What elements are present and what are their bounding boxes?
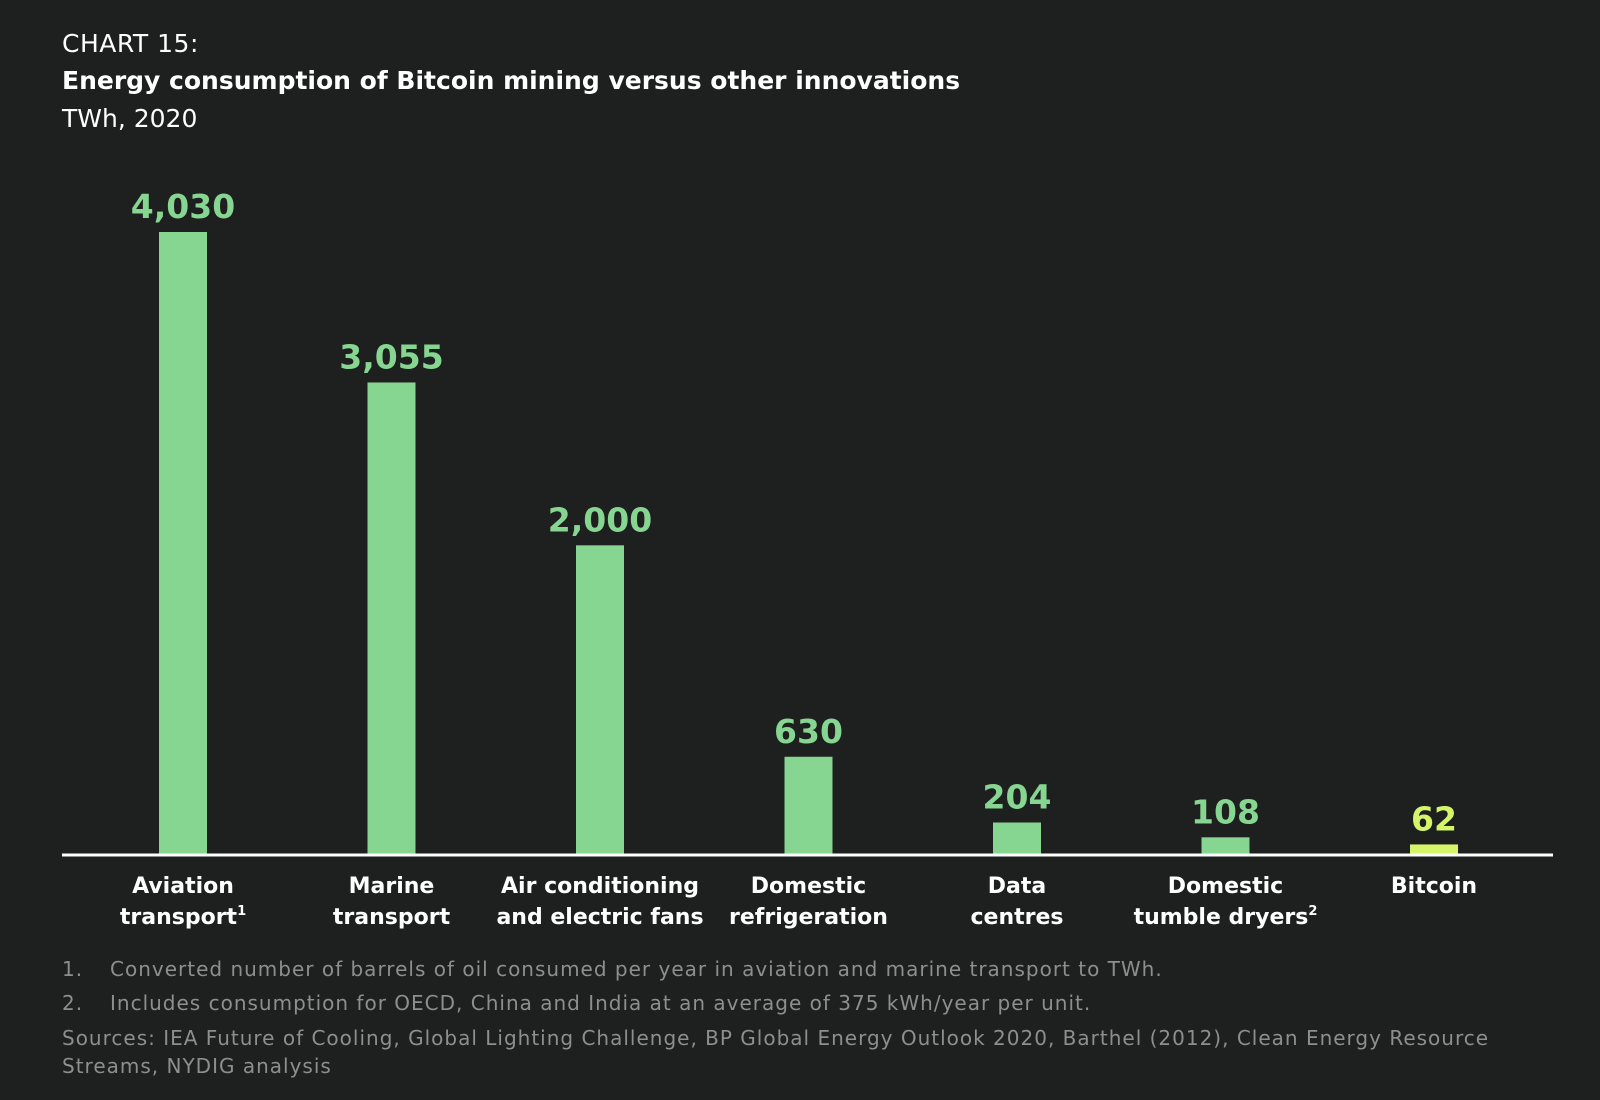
- chart-title: Energy consumption of Bitcoin mining ver…: [62, 66, 961, 95]
- value-label: 62: [1411, 799, 1457, 838]
- bar-3: [784, 756, 833, 854]
- sources-note: Sources: IEA Future of Cooling, Global L…: [62, 1026, 1490, 1078]
- category-label: transport1: [120, 904, 246, 930]
- footnotes: 1. Converted number of barrels of oil co…: [62, 952, 1542, 1080]
- category-label: Domestic: [1168, 874, 1283, 899]
- footnote-2: 2. Includes consumption for OECD, China …: [62, 986, 1542, 1020]
- category-label: Air conditioning: [501, 874, 699, 899]
- bar-2: [576, 545, 624, 854]
- footnote-1: 1. Converted number of barrels of oil co…: [62, 952, 1542, 986]
- chart-header: CHART 15: Energy consumption of Bitcoin …: [62, 26, 960, 138]
- category-label: tumble dryers2: [1134, 904, 1318, 930]
- bar-4: [993, 822, 1041, 854]
- footnote-marker: 1: [237, 904, 246, 919]
- footnote-marker: 2: [1308, 904, 1317, 919]
- value-label: 4,030: [131, 187, 235, 226]
- category-label: Bitcoin: [1391, 874, 1477, 899]
- category-label: Data: [988, 874, 1046, 899]
- bar-chart: 4,030Aviationtransport13,055Marinetransp…: [62, 187, 1553, 930]
- bar-5: [1201, 837, 1250, 854]
- chart-number: CHART 15:: [62, 29, 199, 58]
- bar-1: [367, 382, 416, 854]
- category-label: and electric fans: [496, 905, 703, 930]
- footnote-text: Converted number of barrels of oil consu…: [110, 957, 1163, 981]
- value-label: 3,055: [339, 337, 443, 376]
- footnote-number: 1.: [62, 957, 84, 981]
- category-label: refrigeration: [729, 905, 888, 930]
- category-label: Domestic: [751, 874, 866, 899]
- category-label: Marine: [349, 874, 435, 899]
- footnote-text: Includes consumption for OECD, China and…: [110, 991, 1092, 1015]
- category-label: Aviation: [132, 874, 234, 899]
- category-label: centres: [970, 905, 1063, 930]
- bar-6: [1410, 844, 1458, 854]
- category-label: transport: [333, 905, 451, 930]
- value-label: 630: [774, 712, 843, 751]
- chart-subtitle: TWh, 2020: [62, 104, 198, 133]
- bar-0: [159, 232, 207, 854]
- value-label: 204: [983, 778, 1052, 817]
- footnote-number: 2.: [62, 991, 84, 1015]
- value-label: 108: [1191, 792, 1260, 831]
- value-label: 2,000: [548, 500, 652, 539]
